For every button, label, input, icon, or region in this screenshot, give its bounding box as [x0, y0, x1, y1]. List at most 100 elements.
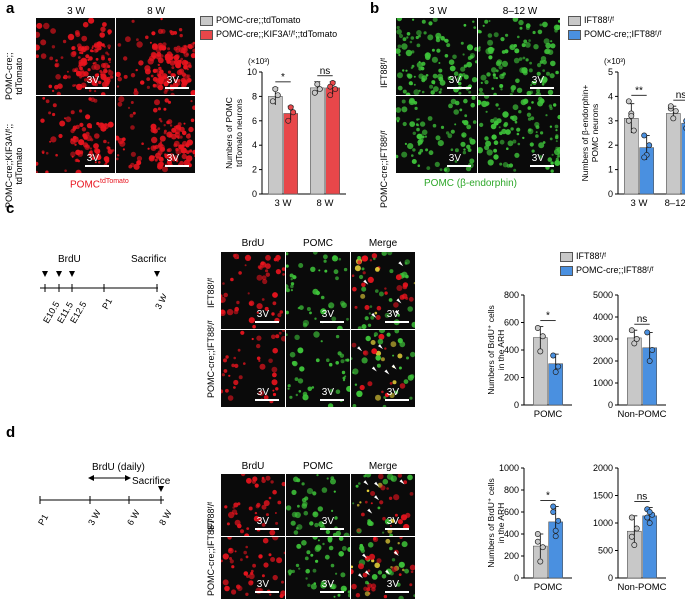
y-axis-label: Numbers of BrdU⁺ cells: [486, 305, 496, 395]
cell: [223, 358, 227, 363]
cell: [411, 321, 415, 328]
cell: [167, 70, 172, 74]
micrograph: 3V: [36, 96, 115, 173]
ventricle-label: 3V: [386, 516, 399, 527]
cell: [54, 63, 59, 68]
cell: [332, 532, 337, 536]
cell: [554, 29, 558, 33]
cell: [221, 373, 225, 377]
cell: [49, 140, 52, 143]
legend-swatch: [560, 251, 573, 262]
cell: [159, 161, 164, 167]
cell: [320, 295, 325, 300]
y-tick-label: 4: [252, 140, 257, 150]
cell: [123, 56, 128, 61]
cell: [221, 296, 226, 303]
cell: [236, 300, 240, 305]
cell: [156, 51, 162, 57]
y-tick-label: 1000: [499, 463, 519, 473]
cell: [108, 32, 111, 35]
cell: [367, 276, 374, 283]
micrograph-cells: [36, 18, 115, 95]
cell: [493, 148, 497, 153]
cell: [70, 110, 75, 115]
cell: [327, 403, 334, 407]
timeline-arrow: [69, 271, 75, 277]
data-point: [272, 86, 279, 93]
cell: [181, 130, 187, 136]
cell: [170, 30, 175, 36]
cell: [437, 73, 444, 80]
cell: [286, 505, 292, 511]
timeline-tick-label: 3 W: [153, 292, 166, 311]
cell: [94, 161, 97, 164]
x-tick-label: 3 W: [631, 198, 648, 209]
panel-b-row-control: IFT88ᶠ/ᶠ: [379, 57, 389, 88]
data-point: [644, 329, 651, 336]
cell: [231, 363, 235, 368]
cell: [512, 104, 519, 111]
cell: [549, 137, 553, 141]
cell: [491, 134, 497, 140]
y-tick-label: 0: [514, 400, 519, 410]
cell: [365, 474, 372, 478]
cell: [163, 107, 167, 111]
y-tick-label: 5000: [593, 290, 613, 300]
cell: [158, 69, 164, 75]
cell: [272, 489, 277, 495]
timeline-brdu-arrow-left: [88, 475, 94, 481]
ventricle-label: 3V: [256, 516, 269, 527]
cell: [275, 387, 279, 391]
cell: [555, 134, 559, 138]
data-point: [316, 86, 323, 93]
cell: [269, 593, 272, 596]
y-tick-label: 4: [608, 91, 613, 101]
cell: [361, 324, 367, 329]
cell: [249, 301, 253, 306]
cell: [151, 31, 156, 36]
cell: [538, 142, 545, 149]
scale-bar: [385, 321, 409, 323]
cell: [517, 35, 520, 39]
cell: [434, 161, 440, 167]
panel-d-col-brdu: BrdU: [241, 461, 265, 472]
cell: [36, 161, 39, 166]
y-tick-label: 0: [608, 400, 613, 410]
panel-d-col-pomc: POMC: [303, 461, 333, 472]
cell: [450, 98, 457, 105]
scale-bar: [85, 165, 109, 167]
cell: [343, 267, 348, 272]
cell: [222, 579, 229, 586]
cell: [256, 343, 261, 349]
panel-a-legend-1: POMC-cre;;KIF3Aᶠ/ᶠ;;tdTomato: [200, 29, 337, 40]
cell: [505, 129, 511, 135]
cell: [107, 44, 111, 48]
cell: [555, 70, 559, 75]
cell: [72, 125, 77, 130]
cell: [130, 125, 135, 130]
cell: [555, 24, 560, 31]
cell: [323, 254, 328, 260]
cell: [96, 122, 100, 126]
cell: [48, 111, 52, 115]
micrograph-background: [396, 18, 477, 95]
data-point: [311, 89, 318, 96]
micrograph: 3V: [221, 537, 285, 599]
cell: [229, 557, 232, 560]
cell: [233, 356, 236, 360]
ventricle-label: 3V: [256, 309, 269, 320]
cell: [158, 117, 162, 121]
cell: [402, 89, 407, 94]
cell: [281, 267, 285, 271]
ventricle-label: 3V: [448, 153, 461, 164]
cell: [414, 106, 418, 110]
cell: [522, 98, 529, 105]
cell: [478, 91, 485, 95]
cell: [402, 37, 407, 42]
cell: [164, 153, 167, 156]
cell: [36, 170, 39, 173]
arrowhead-marker: [371, 312, 377, 318]
cell: [397, 353, 403, 359]
cell: [268, 553, 272, 557]
